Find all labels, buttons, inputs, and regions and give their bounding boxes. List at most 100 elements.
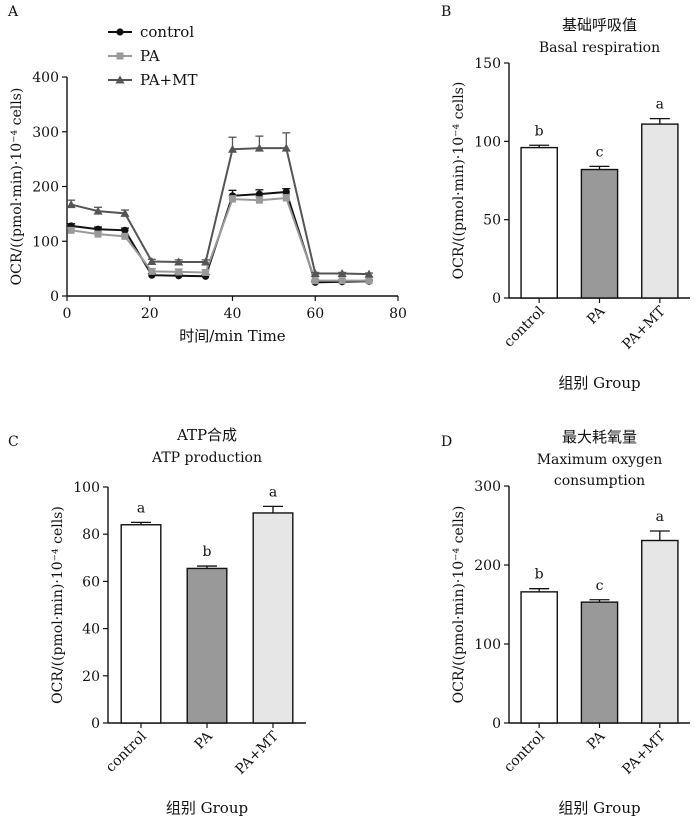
bar-pa bbox=[186, 567, 228, 724]
chart-title: 最大耗氧量 bbox=[562, 428, 637, 446]
x-axis-A: 0 20 40 60 80 时间/min Time bbox=[63, 295, 407, 345]
chart-title: ATP合成 bbox=[176, 426, 237, 444]
y-tick-label: 100 bbox=[32, 234, 59, 250]
data-point bbox=[66, 200, 76, 209]
series-line bbox=[70, 147, 370, 276]
data-point bbox=[365, 277, 373, 285]
y-tick-label: 100 bbox=[474, 134, 501, 150]
x-tick-label: 80 bbox=[389, 306, 407, 322]
data-point bbox=[94, 230, 102, 238]
y-tick-label: 40 bbox=[82, 622, 100, 638]
bar-control bbox=[520, 591, 558, 724]
x-axis-label: 时间/min Time bbox=[179, 327, 286, 345]
data-point bbox=[174, 257, 184, 266]
data-point bbox=[310, 269, 320, 278]
data-point bbox=[282, 188, 290, 196]
significance-letter: c bbox=[596, 144, 604, 160]
x-tick-label: 60 bbox=[306, 306, 324, 322]
x-axis-label: 组别 Group bbox=[166, 799, 248, 817]
data-point bbox=[228, 144, 237, 153]
data-point bbox=[148, 267, 156, 275]
significance-letter: a bbox=[269, 484, 277, 500]
chart-subtitle: ATP production bbox=[151, 450, 262, 466]
legend-label: PA+MT bbox=[140, 71, 197, 89]
significance-letter: b bbox=[535, 123, 544, 139]
data-point bbox=[201, 257, 211, 266]
x-tick-label: 20 bbox=[141, 306, 159, 322]
x-tick-label: PA+MT bbox=[619, 728, 669, 778]
y-tick-label: 300 bbox=[32, 125, 59, 141]
y-tick-label: 200 bbox=[32, 180, 59, 196]
bar-control bbox=[520, 146, 558, 299]
data-point bbox=[311, 277, 319, 285]
y-tick-label: 0 bbox=[91, 716, 100, 732]
y-axis-D: 0 100 200 300 OCR/((pmol·min)·10⁻⁴ cells) bbox=[451, 479, 510, 732]
y-axis-label: OCR/((pmol·min)·10⁻⁴ cells) bbox=[451, 506, 467, 704]
x-tick-label: control bbox=[501, 303, 548, 350]
y-tick-label: 0 bbox=[492, 291, 501, 307]
x-axis-label: 组别 Group bbox=[558, 799, 640, 817]
y-tick-label: 80 bbox=[82, 527, 100, 543]
bar-pa bbox=[580, 168, 619, 299]
panel-letter-B: B bbox=[441, 4, 451, 20]
data-point bbox=[254, 143, 264, 152]
y-axis-label: OCR/((pmol·min)·10⁻⁴ cells) bbox=[9, 88, 25, 286]
chart-subtitle-cont: consumption bbox=[554, 473, 645, 489]
x-axis-label: 组别 Group bbox=[558, 374, 640, 392]
y-axis-A: 0 100 200 300 400 OCR/((pmol·min)·10⁻⁴ cells) bbox=[9, 70, 68, 305]
bars-C: a control b PA a PA+MT bbox=[103, 484, 306, 778]
data-point bbox=[67, 226, 75, 234]
significance-letter: a bbox=[137, 500, 145, 516]
data-point bbox=[121, 226, 129, 234]
data-point bbox=[229, 195, 236, 203]
legend-label: PA bbox=[140, 47, 160, 65]
significance-letter: a bbox=[656, 97, 664, 113]
data-point bbox=[282, 194, 290, 202]
y-tick-label: 200 bbox=[474, 558, 501, 574]
legend-label: control bbox=[140, 23, 194, 41]
data-point bbox=[202, 268, 210, 276]
significance-letter: a bbox=[656, 509, 664, 525]
y-tick-label: 60 bbox=[82, 574, 100, 590]
y-axis-C: 0 20 40 60 80 100 bbox=[73, 480, 109, 732]
panel-letter-C: C bbox=[8, 434, 19, 450]
chart-subtitle: Basal respiration bbox=[539, 40, 660, 56]
data-point bbox=[93, 206, 103, 215]
panel-letter-A: A bbox=[7, 4, 19, 20]
data-point bbox=[120, 208, 130, 217]
x-tick-label: PA+MT bbox=[619, 303, 669, 353]
y-axis-label-C: OCR/((pmol·min)·10⁻⁴ cells) bbox=[50, 506, 66, 704]
data-point bbox=[281, 143, 291, 152]
data-point bbox=[175, 268, 183, 276]
y-tick-label: 100 bbox=[73, 480, 100, 496]
data-point bbox=[116, 52, 124, 60]
y-tick-label: 20 bbox=[82, 669, 100, 685]
y-axis-B: 0 50 100 150 OCR/((pmol·min)·10⁻⁴ cells) bbox=[451, 56, 510, 307]
bars-D: b control c PA a PA+MT bbox=[501, 509, 690, 778]
bar-pa-mt bbox=[252, 512, 294, 724]
x-tick-label: PA bbox=[192, 728, 217, 753]
x-tick-label: PA bbox=[584, 728, 609, 753]
y-tick-label: 0 bbox=[50, 289, 59, 305]
bars-B: b control c PA a PA+MT bbox=[501, 97, 690, 353]
y-tick-label: 100 bbox=[474, 637, 501, 653]
x-tick-label: 40 bbox=[224, 306, 242, 322]
x-tick-label: control bbox=[501, 728, 548, 775]
x-tick-label: PA bbox=[584, 303, 609, 328]
y-tick-label: 50 bbox=[483, 213, 501, 229]
data-point bbox=[337, 269, 347, 278]
significance-letter: b bbox=[535, 567, 544, 583]
bar-pa bbox=[580, 601, 619, 724]
series-pa-mt bbox=[66, 132, 374, 278]
y-tick-label: 150 bbox=[474, 56, 501, 72]
x-tick-label: 0 bbox=[63, 306, 72, 322]
bar-pa-mt bbox=[641, 123, 679, 299]
panel-letter-D: D bbox=[441, 434, 452, 450]
chart-subtitle: Maximum oxygen bbox=[537, 452, 663, 468]
y-tick-label: 400 bbox=[32, 70, 59, 86]
data-point bbox=[115, 75, 125, 84]
y-tick-label: 0 bbox=[492, 716, 501, 732]
bar-pa-mt bbox=[641, 539, 679, 724]
significance-letter: c bbox=[596, 578, 604, 594]
data-point bbox=[147, 257, 157, 266]
